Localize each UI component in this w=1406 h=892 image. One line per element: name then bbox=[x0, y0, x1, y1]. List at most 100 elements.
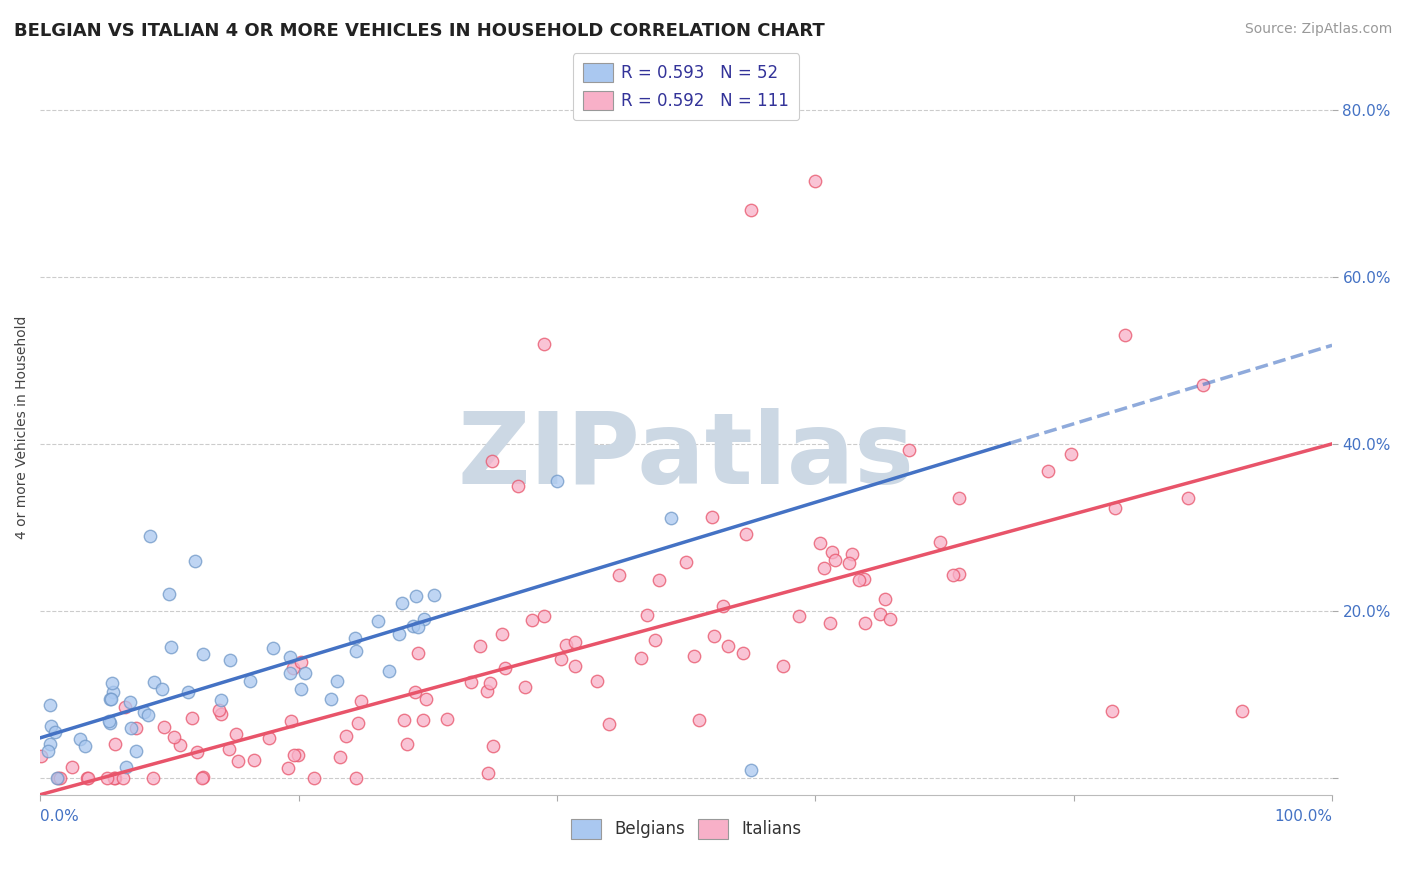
Point bbox=[225, 727, 247, 741]
Point bbox=[44, 725, 66, 739]
Point bbox=[1060, 447, 1083, 461]
Point bbox=[396, 738, 419, 752]
Point bbox=[838, 556, 860, 570]
Point bbox=[406, 647, 429, 661]
Point bbox=[103, 771, 125, 785]
Point bbox=[1104, 501, 1126, 516]
Point bbox=[659, 510, 682, 524]
Point bbox=[73, 739, 96, 753]
Point bbox=[343, 631, 366, 645]
Point bbox=[219, 653, 242, 667]
Text: 100.0%: 100.0% bbox=[1274, 808, 1331, 823]
Point bbox=[152, 719, 174, 733]
Point bbox=[607, 568, 630, 582]
Point bbox=[39, 737, 62, 751]
Point bbox=[703, 629, 725, 643]
Point bbox=[157, 587, 180, 601]
Point bbox=[711, 599, 734, 613]
Point bbox=[184, 554, 207, 568]
Point bbox=[136, 708, 159, 723]
Point bbox=[392, 713, 415, 727]
Point bbox=[731, 646, 754, 660]
Point bbox=[436, 712, 458, 726]
Point bbox=[717, 639, 740, 653]
Point bbox=[804, 174, 827, 188]
Point bbox=[702, 510, 724, 524]
Point bbox=[169, 738, 191, 752]
Point bbox=[1114, 328, 1136, 343]
Point bbox=[294, 665, 316, 680]
Point bbox=[77, 771, 100, 785]
Point bbox=[636, 607, 658, 622]
Point bbox=[283, 661, 305, 675]
Point bbox=[62, 760, 84, 774]
Point bbox=[929, 535, 952, 549]
Point bbox=[897, 442, 920, 457]
Point bbox=[39, 719, 62, 733]
Point bbox=[104, 737, 127, 751]
Point bbox=[218, 741, 240, 756]
Point bbox=[278, 649, 301, 664]
Point bbox=[180, 711, 202, 725]
Point bbox=[648, 573, 671, 587]
Point bbox=[406, 620, 429, 634]
Point bbox=[412, 611, 434, 625]
Point bbox=[125, 721, 148, 735]
Point bbox=[163, 730, 186, 744]
Point bbox=[326, 673, 349, 688]
Point bbox=[481, 453, 503, 467]
Point bbox=[278, 665, 301, 680]
Point bbox=[387, 627, 409, 641]
Point bbox=[46, 771, 69, 785]
Text: 0.0%: 0.0% bbox=[41, 808, 79, 823]
Point bbox=[853, 615, 876, 630]
Point bbox=[740, 202, 762, 217]
Y-axis label: 4 or more Vehicles in Household: 4 or more Vehicles in Household bbox=[15, 316, 30, 539]
Point bbox=[1036, 464, 1059, 478]
Point bbox=[49, 771, 72, 785]
Point bbox=[772, 658, 794, 673]
Point bbox=[808, 536, 831, 550]
Point bbox=[239, 673, 262, 688]
Point bbox=[482, 739, 505, 753]
Point bbox=[520, 613, 543, 627]
Point bbox=[120, 721, 142, 735]
Point bbox=[335, 729, 357, 743]
Point bbox=[190, 771, 212, 785]
Point bbox=[142, 771, 165, 785]
Point bbox=[142, 675, 165, 690]
Point bbox=[287, 747, 309, 762]
Point bbox=[76, 771, 98, 785]
Point bbox=[177, 685, 200, 699]
Point bbox=[848, 573, 870, 587]
Point bbox=[191, 770, 214, 784]
Point bbox=[98, 692, 121, 706]
Point bbox=[468, 639, 491, 653]
Point bbox=[821, 545, 844, 559]
Point bbox=[69, 731, 91, 746]
Point bbox=[209, 692, 232, 706]
Point bbox=[283, 747, 305, 762]
Point bbox=[412, 713, 434, 727]
Point bbox=[1230, 704, 1253, 718]
Point bbox=[139, 529, 162, 543]
Point bbox=[101, 685, 124, 699]
Point bbox=[550, 651, 572, 665]
Point bbox=[290, 681, 312, 696]
Point bbox=[98, 714, 121, 728]
Text: Source: ZipAtlas.com: Source: ZipAtlas.com bbox=[1244, 22, 1392, 37]
Point bbox=[150, 682, 173, 697]
Point bbox=[98, 716, 121, 731]
Point bbox=[30, 748, 52, 763]
Point bbox=[875, 591, 897, 606]
Point bbox=[820, 615, 842, 630]
Point bbox=[948, 567, 970, 582]
Point bbox=[508, 478, 530, 492]
Point bbox=[114, 760, 136, 774]
Point bbox=[209, 707, 232, 722]
Point bbox=[942, 568, 965, 582]
Point bbox=[132, 705, 155, 719]
Point bbox=[533, 609, 555, 624]
Point bbox=[262, 641, 284, 656]
Point bbox=[114, 700, 136, 714]
